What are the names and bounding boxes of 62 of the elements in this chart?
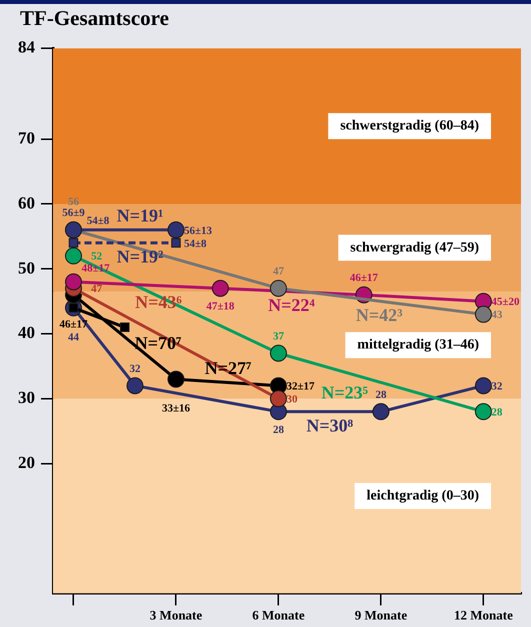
point bbox=[167, 370, 184, 388]
y-tick-label: 50 bbox=[18, 258, 35, 278]
x-tick-label: 6 Monate bbox=[252, 608, 305, 623]
point bbox=[64, 273, 82, 290]
series-label: N=30⁸ bbox=[306, 415, 354, 436]
data-label: 32 bbox=[129, 363, 141, 375]
data-label: 56±9 bbox=[62, 207, 86, 220]
y-tick-label: 40 bbox=[18, 323, 35, 342]
data-label: 32±17 bbox=[286, 380, 315, 393]
data-label: 46±17 bbox=[350, 272, 378, 284]
point bbox=[372, 403, 390, 420]
data-label: 52 bbox=[91, 250, 103, 263]
band-label: mittelgradig (31–46) bbox=[357, 338, 480, 353]
data-label: 37 bbox=[272, 330, 284, 343]
data-label: 43 bbox=[491, 309, 503, 322]
data-label: 28 bbox=[491, 406, 503, 419]
data-label: 33±16 bbox=[162, 402, 190, 415]
data-label: 54±8 bbox=[184, 238, 208, 250]
data-label: 47 bbox=[272, 266, 284, 278]
band-label: schwerstgradig (60–84) bbox=[340, 118, 480, 134]
point bbox=[270, 344, 287, 362]
y-tick-label: 60 bbox=[18, 193, 35, 212]
point bbox=[212, 280, 229, 297]
x-tick-label: 9 Monate bbox=[354, 608, 408, 623]
data-label: 47 bbox=[91, 283, 103, 296]
point bbox=[64, 247, 82, 264]
chart-title: TF-Gesamtscore bbox=[20, 6, 169, 31]
x-tick-label: 3 Monate bbox=[150, 608, 202, 623]
data-label: 47±18 bbox=[206, 300, 235, 313]
band-label: leichtgradig (0–30) bbox=[366, 488, 480, 504]
data-label: 28 bbox=[375, 388, 387, 401]
y-tick-label: 84 bbox=[18, 38, 36, 57]
y-tick-label: 30 bbox=[18, 388, 35, 408]
point bbox=[474, 306, 492, 323]
data-label: 44 bbox=[68, 331, 80, 344]
point bbox=[171, 238, 181, 248]
data-label: 30 bbox=[286, 394, 298, 406]
point bbox=[474, 403, 492, 420]
data-label: 45±20 bbox=[491, 296, 520, 308]
series-label: N=22⁴ bbox=[268, 295, 316, 316]
series-label: N=19² bbox=[116, 246, 164, 267]
series-label: N=27⁷ bbox=[204, 358, 252, 378]
point bbox=[270, 280, 287, 297]
series-label: N=19¹ bbox=[116, 206, 164, 226]
point bbox=[167, 221, 184, 238]
series-label: N=42³ bbox=[356, 304, 404, 325]
y-tick-label: 70 bbox=[18, 128, 35, 148]
point bbox=[120, 322, 130, 332]
point bbox=[68, 238, 78, 248]
series-label: N=70⁷ bbox=[134, 332, 182, 353]
series-label: N=23⁵ bbox=[321, 382, 369, 403]
data-label: 54±8 bbox=[86, 214, 110, 227]
data-label: 32 bbox=[491, 380, 503, 393]
data-label: 56±13 bbox=[184, 224, 213, 237]
data-label: 28 bbox=[272, 424, 284, 436]
band-label: schwergradig (47–59) bbox=[350, 240, 480, 256]
y-tick-label: 20 bbox=[18, 452, 35, 472]
point bbox=[270, 390, 287, 408]
data-label: 56 bbox=[68, 196, 80, 208]
point bbox=[474, 377, 492, 394]
point bbox=[126, 377, 144, 394]
x-tick-label: 12 Monate bbox=[454, 608, 514, 623]
